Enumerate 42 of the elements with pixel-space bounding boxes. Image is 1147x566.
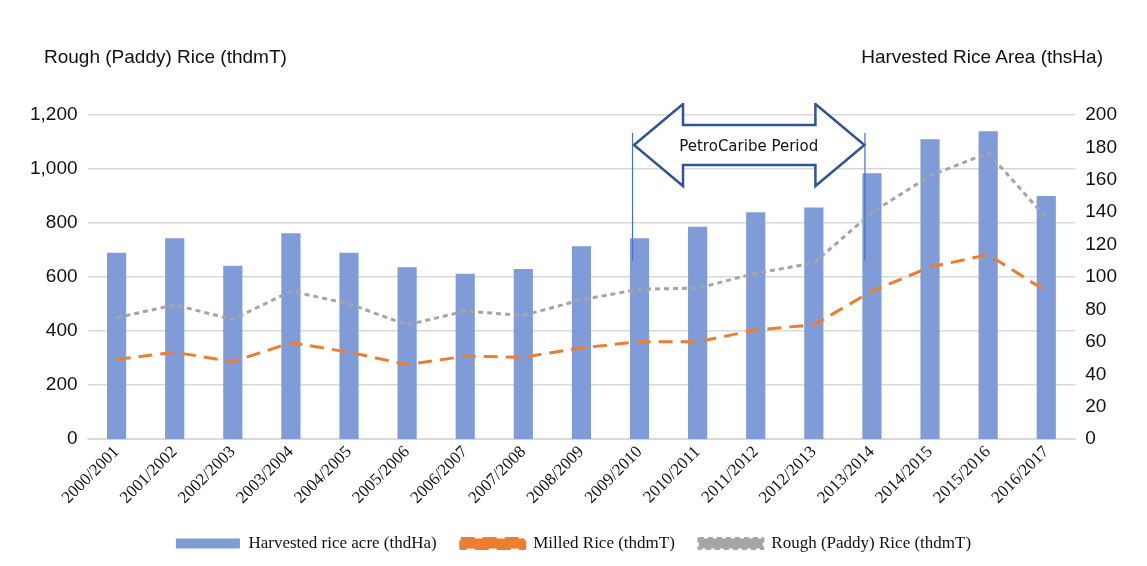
y2-tick-label: 140 bbox=[1085, 200, 1117, 222]
legend-label: Harvested rice acre (thdHa) bbox=[248, 532, 437, 552]
bar bbox=[339, 252, 359, 440]
y2-tick-label: 60 bbox=[1085, 330, 1107, 352]
annotation: PetroCaribe Period bbox=[679, 137, 819, 155]
y2-tick-label: 0 bbox=[1085, 427, 1096, 449]
bar bbox=[804, 207, 824, 440]
line-series bbox=[115, 151, 1048, 327]
y2-axis-title: Harvested Rice Area (thsHa) bbox=[861, 46, 1103, 68]
y-tick-label: 400 bbox=[45, 319, 78, 341]
legend-label: Rough (Paddy) Rice (thdmT) bbox=[771, 532, 972, 552]
y2-tick-label: 40 bbox=[1085, 362, 1107, 384]
bar bbox=[571, 246, 592, 440]
bar bbox=[746, 212, 766, 440]
bar bbox=[978, 131, 998, 440]
bar bbox=[688, 226, 708, 440]
y2-tick-label: 120 bbox=[1085, 232, 1117, 254]
bar bbox=[165, 238, 185, 440]
y-tick-label: 1,200 bbox=[30, 103, 78, 125]
y-axis-title: Rough (Paddy) Rice (thdmT) bbox=[44, 46, 287, 68]
legend-label: Milled Rice (thdmT) bbox=[533, 532, 675, 552]
y2-tick-label: 160 bbox=[1085, 168, 1117, 190]
bar bbox=[281, 233, 301, 440]
bar bbox=[920, 139, 940, 440]
y2-tick-label: 20 bbox=[1085, 394, 1107, 416]
y2-tick-label: 100 bbox=[1085, 265, 1117, 287]
bar bbox=[629, 238, 650, 440]
y-tick-label: 800 bbox=[45, 211, 78, 233]
y2-tick-label: 180 bbox=[1085, 135, 1117, 157]
y-tick-label: 600 bbox=[45, 265, 78, 287]
bar bbox=[455, 273, 475, 440]
y-tick-label: 1,000 bbox=[30, 157, 78, 179]
bar bbox=[223, 265, 243, 440]
y2-tick-label: 200 bbox=[1085, 103, 1117, 125]
bar bbox=[397, 267, 417, 440]
y-tick-label: 0 bbox=[66, 427, 78, 449]
bar bbox=[513, 268, 533, 440]
bar bbox=[1036, 196, 1056, 440]
bar bbox=[107, 252, 127, 440]
y-tick-label: 200 bbox=[45, 373, 78, 395]
y2-tick-label: 80 bbox=[1085, 297, 1107, 319]
bar bbox=[862, 173, 882, 440]
